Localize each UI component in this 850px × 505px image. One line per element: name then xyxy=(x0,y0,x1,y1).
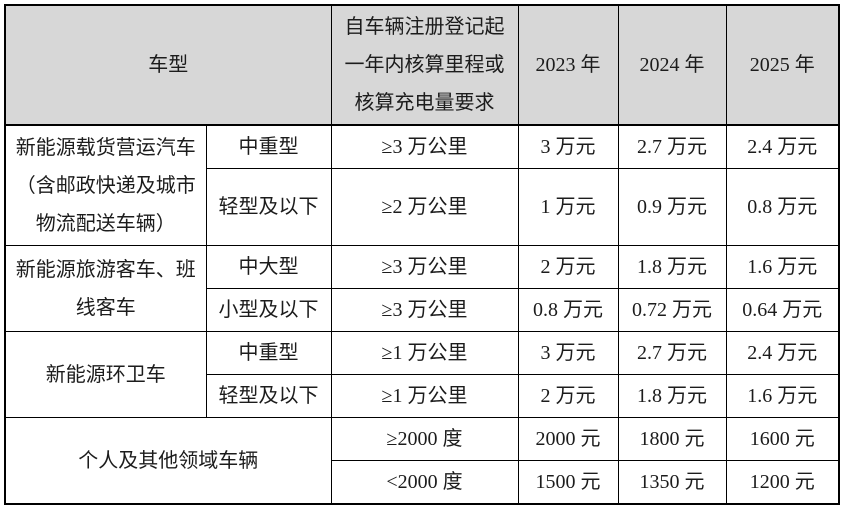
value-2023-cell: 3 万元 xyxy=(517,124,619,169)
requirement-cell: ≥3 万公里 xyxy=(330,288,519,332)
value-2024-cell: 1800 元 xyxy=(617,417,727,461)
subsidy-table: 车型 自车辆注册登记起一年内核算里程或核算充电量要求 2023 年 2024 年… xyxy=(4,4,840,505)
value-2025-cell: 1200 元 xyxy=(725,460,840,505)
value-2023-cell: 2 万元 xyxy=(517,245,619,289)
value-2024-cell: 2.7 万元 xyxy=(617,124,727,169)
value-2024-cell: 0.9 万元 xyxy=(617,168,727,246)
category-cell-personal: 个人及其他领域车辆 xyxy=(4,417,332,505)
category-cell-tour-bus: 新能源旅游客车、班线客车 xyxy=(4,245,207,332)
table-row: 个人及其他领域车辆 ≥2000 度 2000 元 1800 元 1600 元 xyxy=(4,417,840,505)
subtype-cell: 中重型 xyxy=(205,124,332,169)
value-2023-cell: 3 万元 xyxy=(517,331,619,375)
value-2025-cell: 2.4 万元 xyxy=(725,331,840,375)
requirement-cell: <2000 度 xyxy=(330,460,519,505)
table-row: 新能源载货营运汽车（含邮政快递及城市物流配送车辆） 中重型 ≥3 万公里 3 万… xyxy=(4,124,840,246)
value-2023-cell: 1 万元 xyxy=(517,168,619,246)
value-2023-cell: 2 万元 xyxy=(517,374,619,418)
category-cell-sanitation: 新能源环卫车 xyxy=(4,331,207,418)
table-row: 轻型及以下 ≥1 万公里 2 万元 1.8 万元 1.6 万元 xyxy=(5,374,840,418)
value-2023-cell: 2000 元 xyxy=(517,417,619,461)
value-2023-cell: 0.8 万元 xyxy=(517,288,619,332)
requirement-cell: ≥1 万公里 xyxy=(330,374,519,418)
table-row: 新能源环卫车 中重型 ≥1 万公里 3 万元 2.7 万元 2.4 万元 xyxy=(4,331,840,418)
header-year-2024: 2024 年 xyxy=(617,4,727,126)
table-row: 小型及以下 ≥3 万公里 0.8 万元 0.72 万元 0.64 万元 xyxy=(5,288,840,332)
header-year-2023: 2023 年 xyxy=(517,4,619,126)
value-2025-cell: 0.64 万元 xyxy=(725,288,840,332)
requirement-cell: ≥2 万公里 xyxy=(330,168,519,246)
table-row: 新能源旅游客车、班线客车 中大型 ≥3 万公里 2 万元 1.8 万元 1.6 … xyxy=(4,245,840,332)
table-row: 轻型及以下 ≥2 万公里 1 万元 0.9 万元 0.8 万元 xyxy=(5,168,840,246)
value-2025-cell: 1600 元 xyxy=(725,417,840,461)
value-2023-cell: 1500 元 xyxy=(517,460,619,505)
value-2025-cell: 2.4 万元 xyxy=(725,124,840,169)
header-vehicle-type: 车型 xyxy=(4,4,332,126)
value-2024-cell: 0.72 万元 xyxy=(617,288,727,332)
subtype-cell: 轻型及以下 xyxy=(205,168,332,246)
value-2024-cell: 1.8 万元 xyxy=(617,374,727,418)
header-requirement: 自车辆注册登记起一年内核算里程或核算充电量要求 xyxy=(330,4,519,126)
subtype-cell: 中大型 xyxy=(205,245,332,289)
header-year-2025: 2025 年 xyxy=(725,4,840,126)
requirement-cell: ≥3 万公里 xyxy=(330,245,519,289)
page: { "colors": { "page_background": "#fffff… xyxy=(4,4,840,505)
requirement-cell: ≥1 万公里 xyxy=(330,331,519,375)
subsidy-table-container: 车型 自车辆注册登记起一年内核算里程或核算充电量要求 2023 年 2024 年… xyxy=(4,4,840,505)
subtype-cell: 中重型 xyxy=(205,331,332,375)
subtype-cell: 小型及以下 xyxy=(205,288,332,332)
value-2024-cell: 1.8 万元 xyxy=(617,245,727,289)
category-cell-freight: 新能源载货营运汽车（含邮政快递及城市物流配送车辆） xyxy=(4,124,207,246)
requirement-cell: ≥2000 度 xyxy=(330,417,519,461)
value-2025-cell: 1.6 万元 xyxy=(725,245,840,289)
value-2025-cell: 0.8 万元 xyxy=(725,168,840,246)
value-2025-cell: 1.6 万元 xyxy=(725,374,840,418)
value-2024-cell: 2.7 万元 xyxy=(617,331,727,375)
value-2024-cell: 1350 元 xyxy=(617,460,727,505)
requirement-cell: ≥3 万公里 xyxy=(330,124,519,169)
subtype-cell: 轻型及以下 xyxy=(205,374,332,418)
header-row: 车型 自车辆注册登记起一年内核算里程或核算充电量要求 2023 年 2024 年… xyxy=(4,4,840,126)
